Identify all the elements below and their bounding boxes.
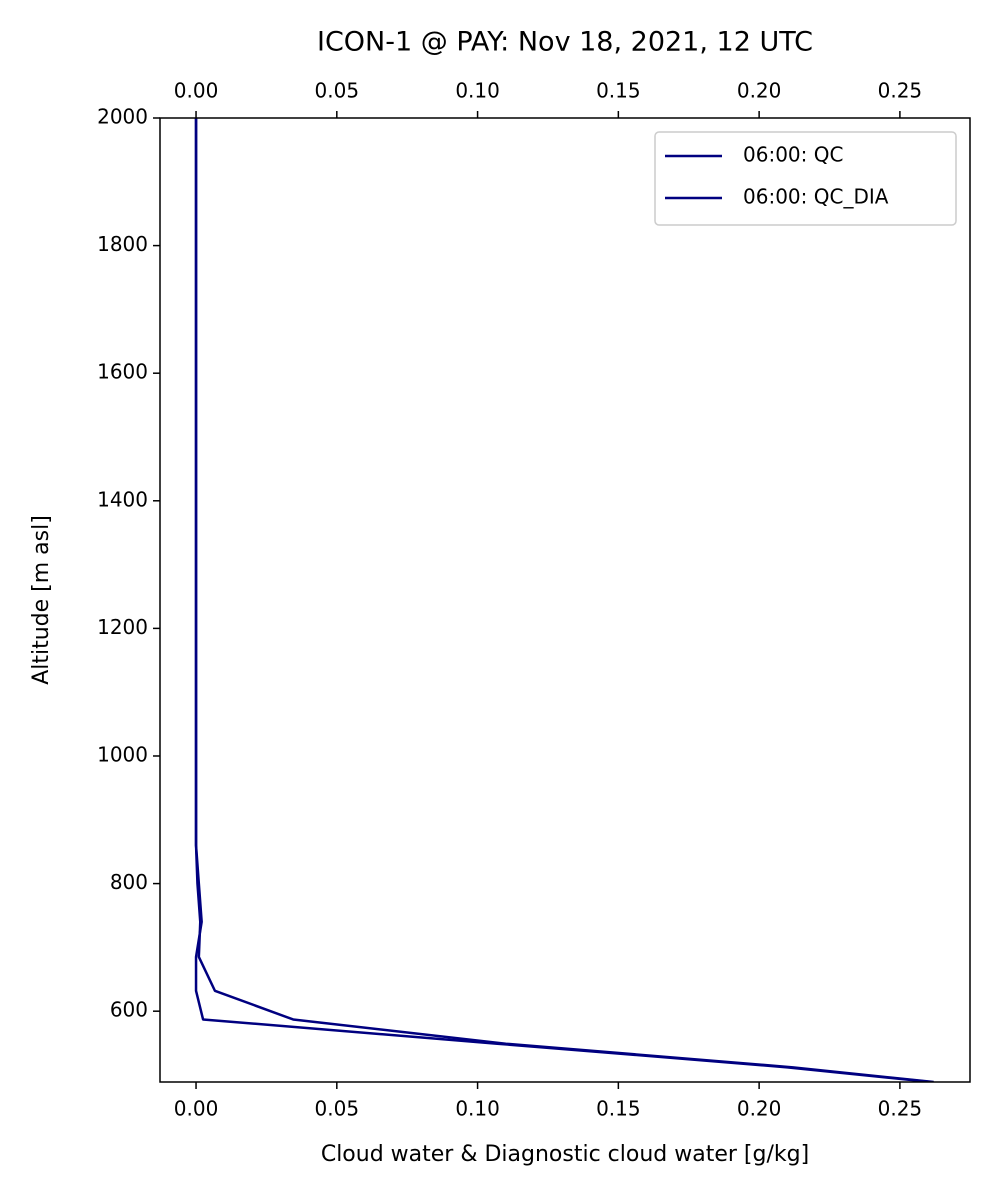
y-tick-label: 2000 xyxy=(97,105,148,129)
legend-box xyxy=(654,131,957,226)
plot-frame xyxy=(159,117,971,1083)
y-tick-label: 1400 xyxy=(97,487,148,511)
x-tick-label: 0.20 xyxy=(737,1097,782,1121)
y-axis-label: Altitude [m asl] xyxy=(29,515,54,685)
x2-tick-label: 0.05 xyxy=(315,79,360,103)
x-tick-label: 0.05 xyxy=(315,1097,360,1121)
y-tick-label: 1200 xyxy=(97,615,148,639)
data-line xyxy=(194,118,931,1082)
y-tick-label: 1000 xyxy=(97,742,148,766)
x2-tick-label: 0.20 xyxy=(737,79,782,103)
y-tick-label: 600 xyxy=(110,998,148,1022)
legend-label: 06:00: QC_DIA xyxy=(743,185,889,209)
x-tick-label: 0.25 xyxy=(878,1097,923,1121)
x2-tick-label: 0.25 xyxy=(878,79,923,103)
x-axis-label: Cloud water & Diagnostic cloud water [g/… xyxy=(321,1142,809,1167)
x2-tick-label: 0.15 xyxy=(596,79,641,103)
legend-label: 06:00: QC xyxy=(743,143,843,167)
x-tick-label: 0.15 xyxy=(596,1097,641,1121)
x2-tick-label: 0.10 xyxy=(455,79,500,103)
x-tick-label: 0.10 xyxy=(455,1097,500,1121)
y-tick-label: 1600 xyxy=(97,360,148,384)
x2-tick-label: 0.00 xyxy=(174,79,219,103)
x-tick-label: 0.00 xyxy=(174,1097,219,1121)
chart-title: ICON-1 @ PAY: Nov 18, 2021, 12 UTC xyxy=(317,27,813,58)
y-tick-label: 1800 xyxy=(97,232,148,256)
y-tick-label: 800 xyxy=(110,870,148,894)
